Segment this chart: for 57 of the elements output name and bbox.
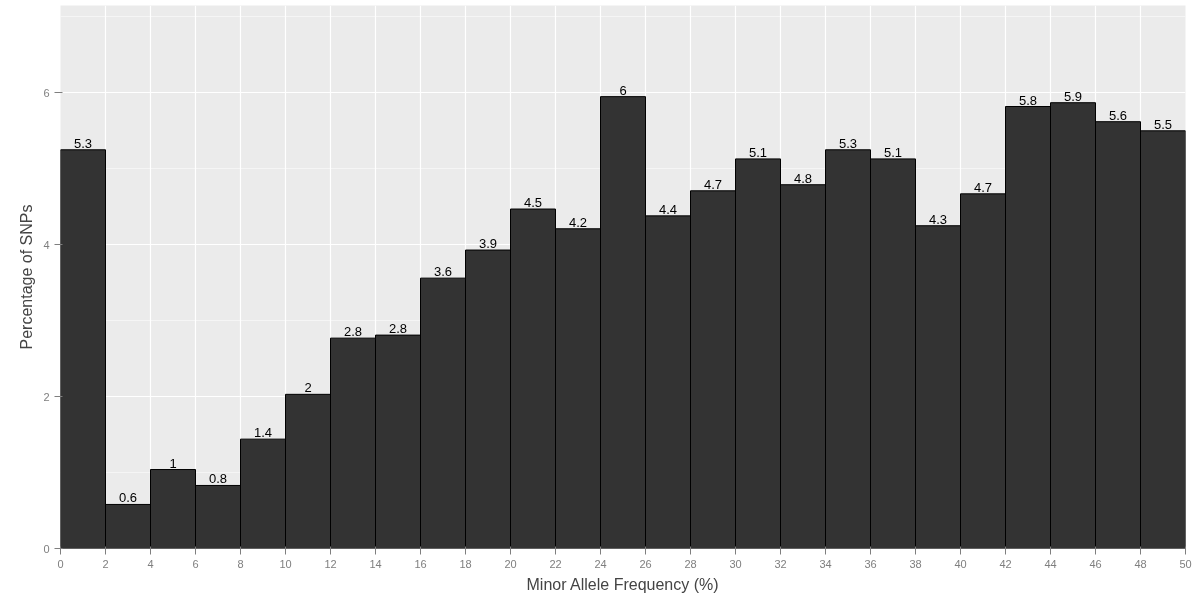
- x-tick-label: 28: [684, 557, 697, 570]
- x-tick-label: 14: [369, 557, 382, 570]
- x-tick-label: 6: [192, 557, 199, 570]
- data-label: 5.5: [1153, 116, 1173, 132]
- x-tick-label: 10: [279, 557, 292, 570]
- data-label: 4.8: [793, 170, 813, 186]
- data-label: 5.1: [748, 144, 768, 160]
- x-tick-label: 24: [594, 557, 607, 570]
- x-tick-label: 48: [1134, 557, 1147, 570]
- data-label: 5.6: [1108, 107, 1128, 123]
- x-tick-label: 4: [147, 557, 154, 570]
- data-label: 2: [304, 380, 312, 396]
- y-tick-label: 6: [43, 86, 50, 99]
- x-tick-label: 22: [549, 557, 562, 570]
- data-label: 5.8: [1018, 92, 1038, 108]
- x-tick-label: 44: [1044, 557, 1057, 570]
- data-label: 4.4: [658, 201, 678, 217]
- data-label: 5.3: [838, 135, 858, 151]
- x-tick-label: 26: [639, 557, 652, 570]
- x-tick-label: 50: [1179, 557, 1192, 570]
- y-tick-label: 4: [43, 238, 50, 251]
- data-label: 4.2: [568, 214, 588, 230]
- x-tick-label: 30: [729, 557, 742, 570]
- y-axis-title: Percentage of SNPs: [18, 204, 36, 350]
- x-tick-label: 0: [57, 557, 64, 570]
- y-tick-label: 0: [43, 542, 50, 555]
- y-tick-label: 2: [43, 390, 50, 403]
- data-label: 2.8: [388, 321, 408, 337]
- x-axis-title: Minor Allele Frequency (%): [526, 575, 719, 593]
- data-label: 4.5: [523, 195, 543, 211]
- data-label: 5.9: [1063, 88, 1083, 104]
- x-tick-label: 16: [414, 557, 427, 570]
- x-tick-label: 40: [954, 557, 967, 570]
- data-label: 1: [169, 455, 177, 471]
- data-label: 4.7: [703, 176, 723, 192]
- x-tick-label: 2: [102, 557, 109, 570]
- data-label: 3.6: [433, 264, 453, 280]
- data-label: 6: [619, 82, 627, 98]
- x-tick-label: 18: [459, 557, 472, 570]
- data-label: 5.3: [73, 135, 93, 151]
- x-tick-label: 36: [864, 557, 877, 570]
- x-tick-label: 38: [909, 557, 922, 570]
- data-label: 5.1: [883, 144, 903, 160]
- data-label: 1.4: [253, 425, 273, 441]
- data-label: 3.9: [478, 236, 498, 252]
- x-tick-label: 8: [237, 557, 244, 570]
- x-tick-label: 32: [774, 557, 787, 570]
- x-tick-label: 20: [504, 557, 517, 570]
- x-tick-label: 46: [1089, 557, 1102, 570]
- x-tick-label: 34: [819, 557, 832, 570]
- data-label: 4.3: [928, 211, 948, 227]
- x-tick-label: 42: [999, 557, 1012, 570]
- data-label: 2.8: [343, 324, 363, 340]
- data-label: 4.7: [973, 179, 993, 195]
- data-label: 0.6: [118, 490, 138, 506]
- x-tick-label: 12: [324, 557, 337, 570]
- data-label: 0.8: [208, 471, 228, 487]
